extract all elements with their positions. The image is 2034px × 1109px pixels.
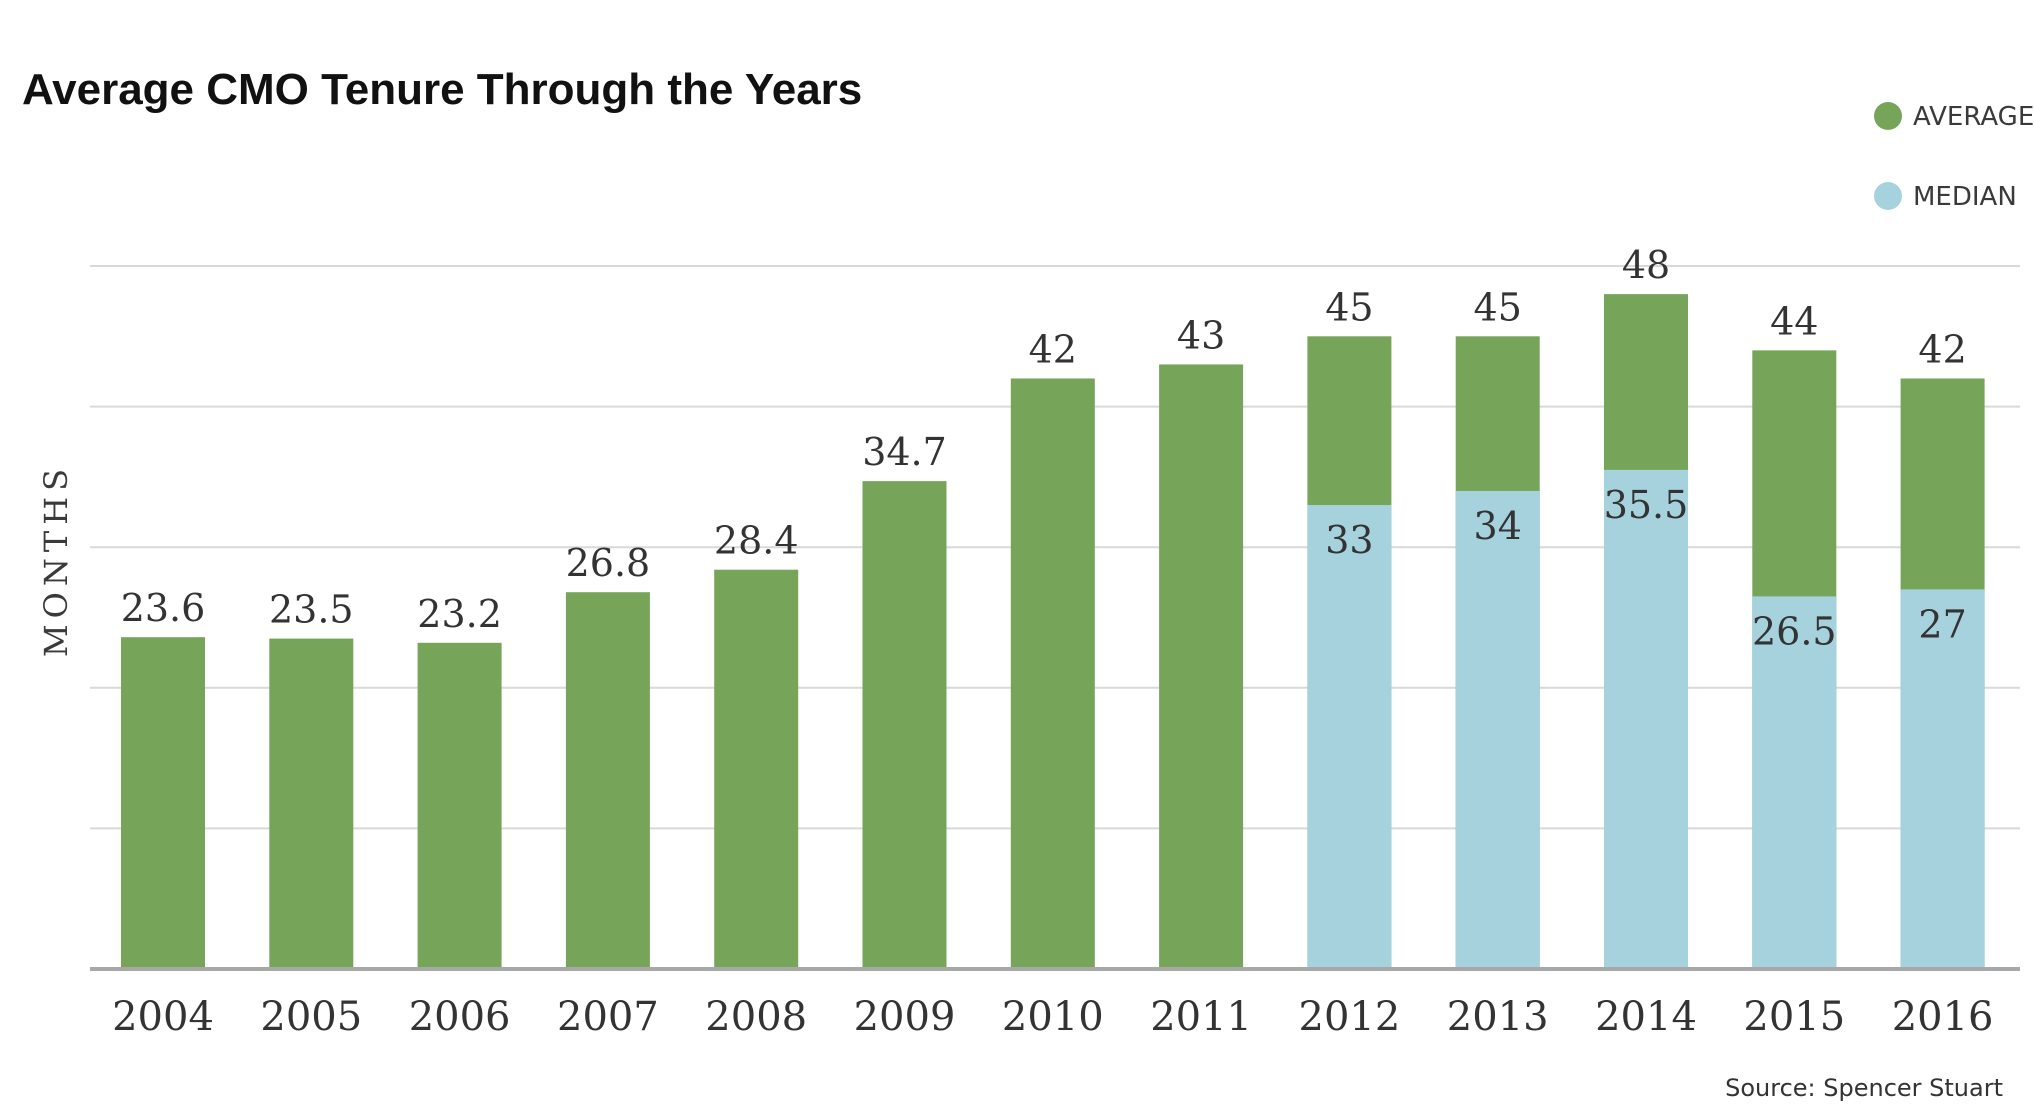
bar-median-2012 [1307,505,1392,969]
data-label-average-2012: 45 [1325,285,1373,329]
data-label-average-2008: 28.4 [714,519,799,563]
bar-average-2009 [862,481,947,969]
data-label-median-2012: 33 [1325,518,1373,562]
data-label-average-2005: 23.5 [269,588,354,632]
x-tick-label-2009: 2009 [854,994,956,1040]
x-tick-label-2011: 2011 [1150,994,1252,1040]
x-tick-label-2016: 2016 [1892,994,1994,1040]
data-label-average-2009: 34.7 [862,430,947,474]
x-tick-label-2004: 2004 [112,994,214,1040]
data-label-average-2011: 43 [1177,313,1225,357]
bars [121,294,1985,970]
x-tick-label-2013: 2013 [1447,994,1549,1040]
bar-median-2014 [1604,469,1688,969]
legend-label-average: AVERAGE [1913,102,2034,132]
data-label-median-2015: 26.5 [1752,609,1837,653]
bar-median-2013 [1455,490,1540,969]
legend-label-median: MEDIAN [1913,182,2017,212]
data-label-average-2006: 23.2 [417,592,502,636]
data-label-average-2014: 48 [1622,243,1670,287]
data-label-average-2004: 23.6 [121,586,206,630]
legend-swatch-median [1874,182,1902,210]
bar-median-2016 [1900,589,1985,969]
data-label-average-2016: 42 [1918,327,1966,371]
chart-title: Average CMO Tenure Through the Years [22,65,862,114]
data-labels: 23.6 23.5 23.2 26.8 28.4 34.7 42 43 45 33 45 34 48 35… [121,243,1967,653]
bar-average-2011 [1159,364,1244,969]
x-tick-label-2015: 2015 [1743,994,1845,1040]
x-tick-label-2008: 2008 [705,994,807,1040]
data-label-average-2007: 26.8 [566,541,651,585]
x-tick-label-2005: 2005 [260,994,362,1040]
x-tick-label-2012: 2012 [1299,994,1401,1040]
bar-average-2005 [269,638,354,969]
source-note: Source: Spencer Stuart [1725,1074,2003,1102]
data-label-average-2015: 44 [1770,299,1818,343]
y-axis-label: MONTHS [37,463,75,657]
x-tick-label-2010: 2010 [1002,994,1104,1040]
data-label-median-2014: 35.5 [1604,483,1689,527]
bar-average-2008 [714,569,799,969]
bar-average-2007 [565,592,650,969]
x-tick-label-2007: 2007 [557,994,659,1040]
legend-swatch-average [1874,102,1902,130]
bar-median-2015 [1752,596,1837,969]
data-label-average-2010: 42 [1029,327,1077,371]
x-tick-label-2014: 2014 [1595,994,1697,1040]
legend: AVERAGE MEDIAN [1874,102,2034,212]
data-label-median-2016: 27 [1918,602,1966,646]
bar-average-2004 [121,637,205,969]
bar-average-2010 [1010,378,1095,970]
x-tick-labels: 2004 2005 2006 2007 2008 2009 2010 2011 2012 2013… [112,994,1993,1040]
data-label-median-2013: 34 [1474,504,1522,548]
bar-average-2006 [417,642,502,969]
x-tick-label-2006: 2006 [409,994,511,1040]
data-label-average-2013: 45 [1474,285,1522,329]
